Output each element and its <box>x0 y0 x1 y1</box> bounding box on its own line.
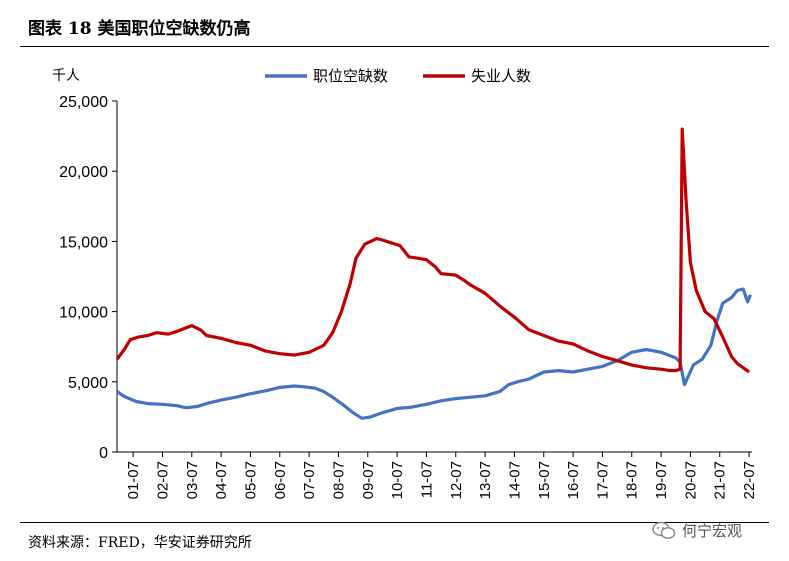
legend-label-1: 失业人数 <box>471 67 531 85</box>
x-tick-label: 19-07 <box>653 461 670 499</box>
y-tick-label: 25,000 <box>59 94 108 111</box>
x-tick-label: 16-07 <box>565 461 582 499</box>
y-tick-label: 20,000 <box>59 164 108 181</box>
x-tick-label: 05-07 <box>242 461 259 499</box>
legend-label-0: 职位空缺数 <box>313 67 388 85</box>
series-layer <box>115 127 752 420</box>
y-tick-label: 0 <box>99 445 108 462</box>
x-tick-label: 17-07 <box>594 461 611 499</box>
x-tick-label: 20-07 <box>682 461 699 499</box>
x-tick-label: 08-07 <box>330 461 347 499</box>
x-tick-label: 04-07 <box>213 461 230 499</box>
chart-title: 图表 18 美国职位空缺数仍高 <box>28 19 251 39</box>
x-tick-label: 09-07 <box>360 461 377 499</box>
x-tick-label: 18-07 <box>624 461 641 499</box>
x-tick-label: 12-07 <box>448 461 465 499</box>
x-tick-label: 01-07 <box>125 461 142 499</box>
wechat-icon <box>652 521 676 539</box>
x-tick-label: 07-07 <box>301 461 318 499</box>
watermark: 何宁宏观 <box>652 520 742 541</box>
x-tick-label: 02-07 <box>154 461 171 499</box>
y-axis: 0 5,000 10,000 15,000 20,000 25,000 <box>59 94 118 462</box>
bottom-rule <box>20 522 769 523</box>
x-tick-label: 15-07 <box>536 461 553 499</box>
x-tick-label: 11-07 <box>418 461 435 498</box>
x-tick-label: 06-07 <box>272 461 289 499</box>
x-tick-label: 22-07 <box>741 461 758 499</box>
y-tick-label: 5,000 <box>68 375 108 392</box>
watermark-text: 何宁宏观 <box>682 522 743 540</box>
x-tick-label: 13-07 <box>477 461 494 499</box>
series-line-0 <box>116 287 752 420</box>
legend: 职位空缺数 失业人数 <box>265 67 531 85</box>
y-axis-label: 千人 <box>52 68 80 84</box>
source-note: 资料来源：FRED，华安证券研究所 <box>28 535 252 551</box>
top-rule <box>20 46 769 47</box>
x-tick-label: 21-07 <box>712 461 729 499</box>
x-tick-label: 10-07 <box>389 461 406 499</box>
x-tick-label: 14-07 <box>506 461 523 499</box>
y-tick-label: 15,000 <box>59 234 108 251</box>
x-axis: 01-07 02-07 03-07 04-07 05-07 06-07 07-07 08-07… <box>117 451 758 499</box>
line-chart: 0 5,000 10,000 15,000 20,000 25,000 01-07 02-0… <box>52 67 758 499</box>
y-tick-label: 10,000 <box>59 305 108 322</box>
x-tick-label: 03-07 <box>184 461 201 499</box>
series-line-1 <box>115 127 751 374</box>
